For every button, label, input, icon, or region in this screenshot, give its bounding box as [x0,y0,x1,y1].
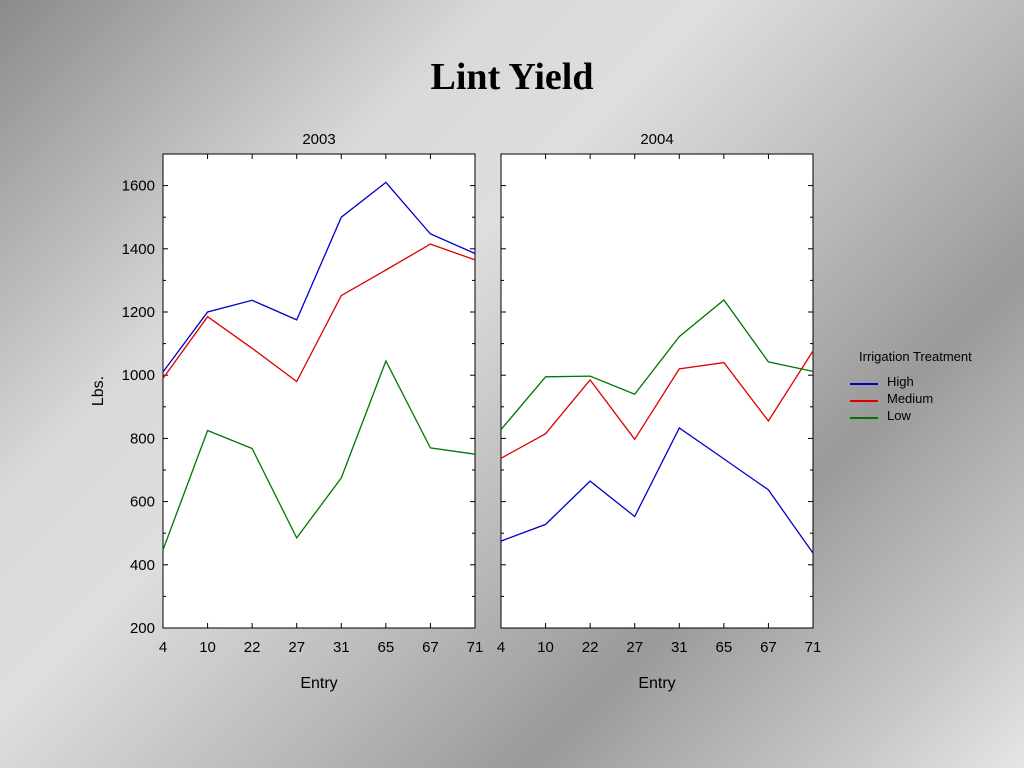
panel-2003-plot-area [162,153,476,629]
panel-2003-xtick-label: 31 [333,639,350,656]
panel-2003-xtick-label: 22 [244,639,261,656]
panel-2003-ytick-label: 1200 [122,304,155,321]
legend-title: Irrigation Treatment [859,349,972,364]
panel-2003-xtick-label: 10 [199,639,216,656]
panel-2003-ytick-label: 200 [130,620,155,637]
panel-2003-xtick-label: 67 [422,639,439,656]
panel-2004-xtick-label: 65 [716,639,733,656]
panel-2003-xtick-label: 65 [378,639,395,656]
panel-2003-series-low [162,359,476,551]
panel-2003-series-high [162,181,476,373]
panel-2003-ytick-label: 1000 [122,367,155,384]
panel-2003-title: 2003 [302,131,335,148]
panel-2004-series-high [500,427,814,554]
legend-label-medium: Medium [887,391,933,406]
panel-2004-xtick-label: 31 [671,639,688,656]
panel-2003-ytick-label: 600 [130,494,155,511]
panel-2004-xtick-label: 67 [760,639,777,656]
panel-2003-series-medium [162,243,476,383]
panel-2004-series-medium [500,350,814,459]
panel-2004-xtick-label: 10 [537,639,554,656]
panel-2003-xtick-label: 27 [288,639,305,656]
panel-2004-xtick-label: 27 [626,639,643,656]
panel-2004-xtick-label: 4 [497,639,505,656]
slide-title: Lint Yield [430,56,594,98]
panel-2004-xtick-label: 71 [805,639,822,656]
legend-label-high: High [887,374,914,389]
panel-2003-ytick-label: 1400 [122,241,155,258]
panel-2004-xtick-label: 22 [582,639,599,656]
panel-2003-xlabel: Entry [300,675,337,692]
panel-2004-plot-area [500,153,814,629]
panel-2003-ytick-label: 800 [130,430,155,447]
panel-2003-ytick-label: 1600 [122,178,155,195]
legend-label-low: Low [887,408,911,423]
panel-2004-series-low [500,299,814,431]
panel-2004-xlabel: Entry [638,675,675,692]
panel-2003-xtick-label: 71 [467,639,484,656]
panel-2004-title: 2004 [640,131,673,148]
panel-2003-ylabel: Lbs. [90,376,107,406]
panel-2003-ytick-label: 400 [130,557,155,574]
panel-2003-xtick-label: 4 [159,639,167,656]
